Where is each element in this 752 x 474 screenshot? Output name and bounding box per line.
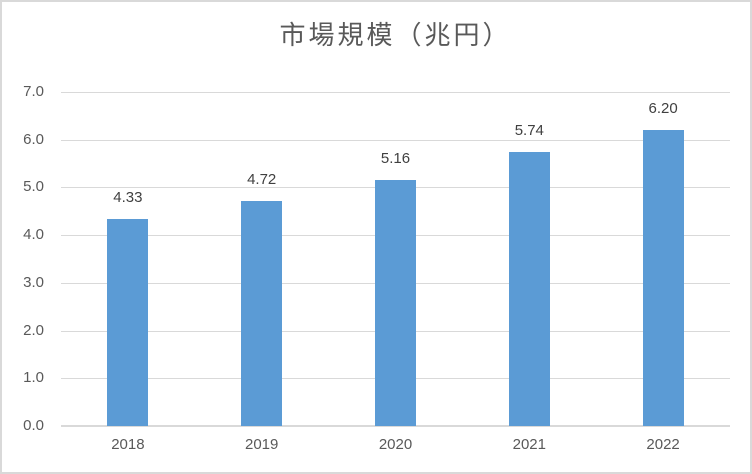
bar-value-label: 4.33	[113, 189, 143, 207]
y-tick-label: 2.0	[23, 321, 44, 339]
y-tick-label: 6.0	[23, 130, 44, 148]
y-tick-label: 5.0	[23, 178, 44, 196]
bar-2022	[642, 130, 684, 426]
y-tick-label: 4.0	[23, 226, 44, 244]
bar-2019	[241, 200, 283, 426]
x-tick-label: 2019	[245, 436, 279, 453]
bar-value-label: 6.20	[648, 100, 678, 118]
bar-value-label: 4.72	[247, 170, 277, 188]
x-axis-line	[61, 425, 730, 427]
chart-title: 市場規模（兆円）	[279, 20, 512, 50]
x-tick-label: 2021	[512, 436, 546, 453]
gridline	[61, 92, 730, 93]
y-tick-label: 3.0	[23, 273, 44, 291]
gridline	[61, 139, 730, 141]
bar-2018	[107, 219, 149, 426]
y-tick-label: 0.0	[23, 417, 44, 434]
x-tick-label: 2018	[111, 436, 145, 453]
plot-area	[61, 92, 730, 427]
bar-value-label: 5.16	[380, 149, 411, 167]
x-tick-label: 2022	[646, 436, 680, 453]
x-tick-label: 2020	[378, 436, 413, 453]
y-tick-label: 7.0	[23, 83, 44, 100]
bar-value-label: 5.74	[514, 122, 544, 140]
bar-2020	[375, 179, 416, 426]
bar-2021	[508, 152, 550, 426]
y-tick-label: 1.0	[23, 369, 44, 387]
